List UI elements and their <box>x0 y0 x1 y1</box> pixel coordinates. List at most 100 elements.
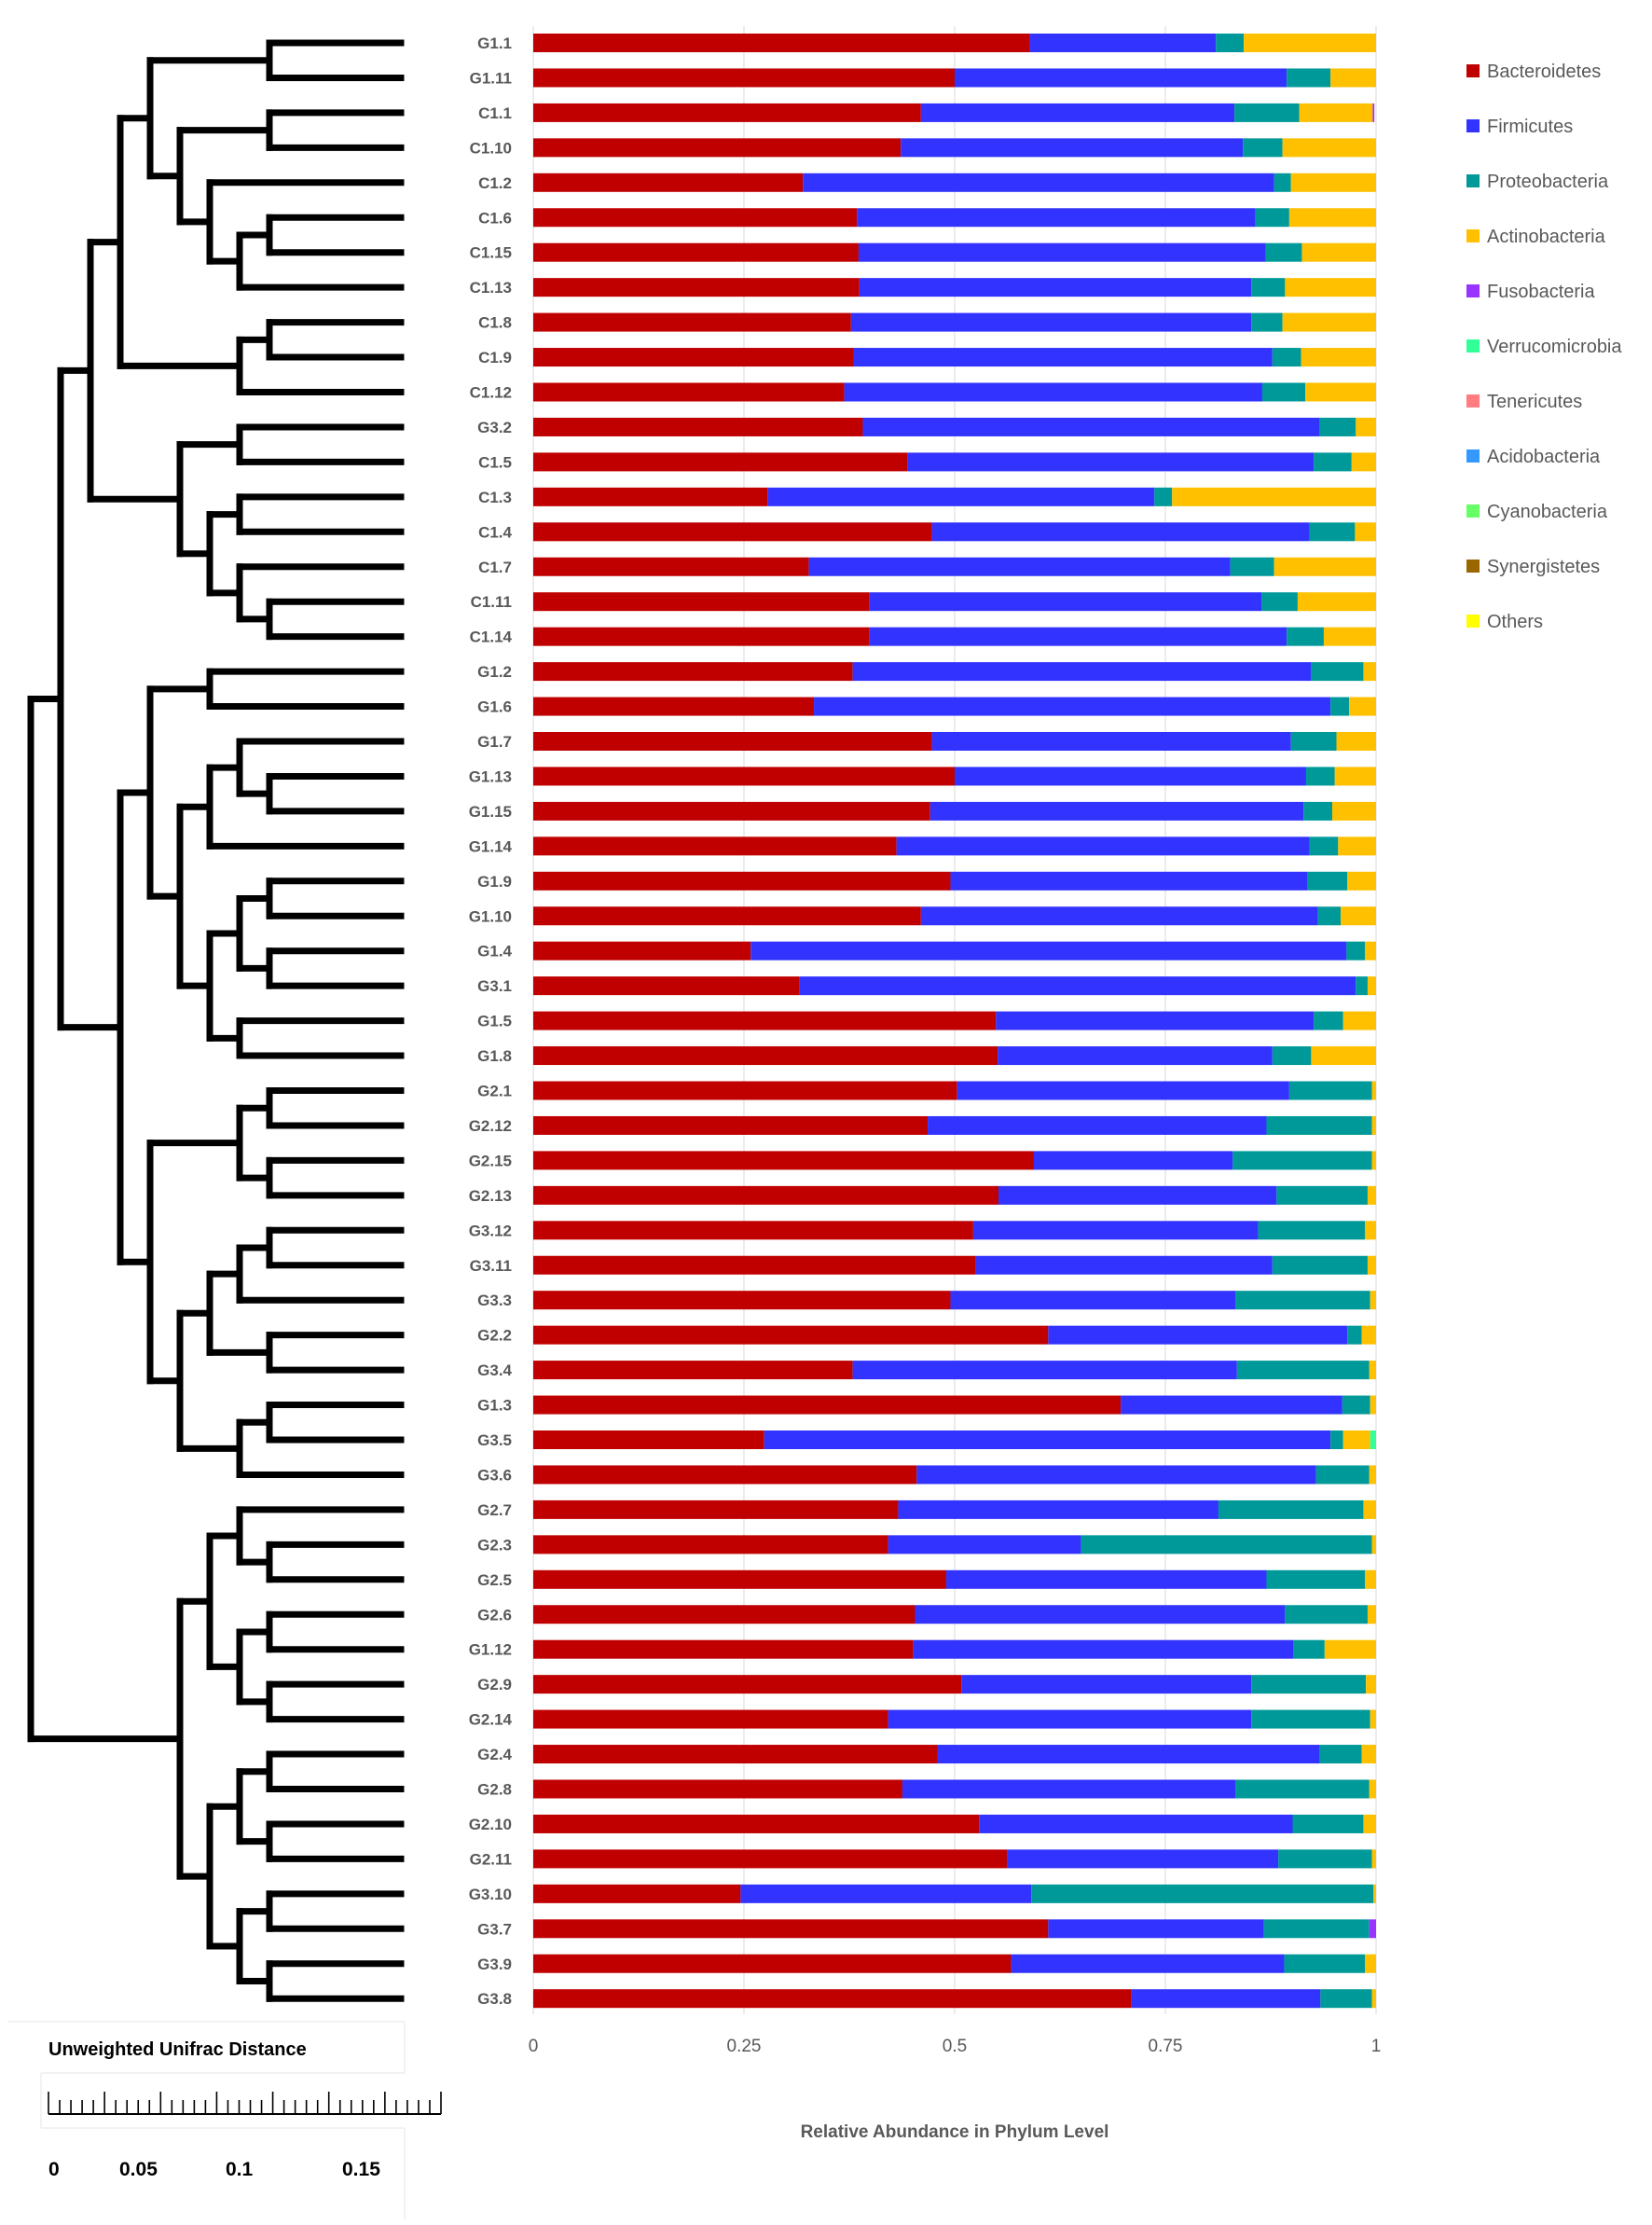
bar-segment-proteobacteria <box>1315 1465 1370 1485</box>
bar-segment-firmicutes <box>902 1779 1236 1799</box>
bar-row <box>533 697 1376 716</box>
bar-segment-proteobacteria <box>1265 242 1302 262</box>
bar-row <box>533 1081 1376 1100</box>
legend-item: Firmicutes <box>1466 117 1573 137</box>
legend-label: Firmicutes <box>1487 117 1573 137</box>
sample-label: G2.7 <box>477 1501 512 1519</box>
bar-segment-firmicutes <box>853 348 1273 367</box>
bar-segment-actinobacteria <box>1361 1745 1376 1764</box>
bar-segment-firmicutes <box>740 1884 1032 1903</box>
scale-title: Unweighted Unifrac Distance <box>48 2039 307 2060</box>
legend-item: Bacteroidetes <box>1466 62 1601 82</box>
bar-segment-proteobacteria <box>1330 697 1350 716</box>
bar-segment-bacteroidetes <box>533 278 860 297</box>
bar-segment-firmicutes <box>913 1639 1294 1659</box>
bar-row <box>533 312 1376 332</box>
bar-segment-firmicutes <box>915 1605 1286 1624</box>
sample-label: G1.13 <box>469 767 512 785</box>
bar-segment-proteobacteria <box>1236 1361 1370 1380</box>
bar-segment-proteobacteria <box>1342 1395 1370 1415</box>
bar-segment-actinobacteria <box>1288 208 1376 228</box>
sample-label: G3.9 <box>477 1956 512 1973</box>
bar-segment-actinobacteria <box>1363 1499 1376 1519</box>
bar-segment-actinobacteria <box>1363 1814 1376 1833</box>
x-tick-label: 0.25 <box>727 2037 762 2056</box>
bar-row <box>533 103 1375 122</box>
bar-segment-bacteroidetes <box>533 1639 914 1659</box>
bar-segment-proteobacteria <box>1330 1430 1343 1449</box>
bar-segment-actinobacteria <box>1361 1325 1376 1345</box>
bar-row <box>533 208 1376 228</box>
bar-segment-firmicutes <box>1033 1151 1233 1170</box>
bar-segment-proteobacteria <box>1290 732 1337 751</box>
bar-segment-proteobacteria <box>1216 34 1245 52</box>
bar-segment-firmicutes <box>1121 1395 1342 1415</box>
bar-segment-actinobacteria <box>1371 1535 1376 1555</box>
bar-segment-firmicutes <box>888 1709 1252 1729</box>
bar-segment-proteobacteria <box>1273 173 1291 192</box>
bar-segment-actinobacteria <box>1347 871 1376 891</box>
bar-segment-actinobacteria <box>1172 487 1376 506</box>
bar-segment-bacteroidetes <box>533 557 809 576</box>
sample-label: G1.1 <box>477 35 512 52</box>
legend-item: Actinobacteria <box>1466 227 1606 247</box>
legend-label: Actinobacteria <box>1487 227 1606 247</box>
bar-segment-bacteroidetes <box>533 941 751 960</box>
legend-item: Cyanobacteria <box>1466 502 1608 522</box>
x-tick-label: 0 <box>529 2037 539 2056</box>
sample-label: G2.15 <box>469 1152 512 1169</box>
bar-segment-proteobacteria <box>1319 1745 1362 1764</box>
bar-row <box>533 871 1376 891</box>
bar-segment-actinobacteria <box>1336 732 1376 751</box>
legend-label: Verrucomicrobia <box>1487 337 1622 357</box>
bar-segment-proteobacteria <box>1234 103 1300 122</box>
bar-segment-actinobacteria <box>1370 1291 1376 1310</box>
sample-label: G1.6 <box>477 698 512 716</box>
bar-segment-actinobacteria <box>1323 627 1376 646</box>
legend-label: Proteobacteria <box>1487 172 1609 192</box>
bar-row <box>533 1185 1376 1205</box>
bar-row <box>533 1605 1376 1624</box>
bar-segment-actinobacteria <box>1331 801 1376 821</box>
bar-row <box>533 242 1376 262</box>
scale-tick-label: 0.15 <box>342 2159 380 2180</box>
sample-label: G2.10 <box>469 1816 512 1833</box>
bar-segment-bacteroidetes <box>533 1779 902 1799</box>
bar-segment-bacteroidetes <box>533 697 815 716</box>
bar-segment-bacteroidetes <box>533 1291 951 1310</box>
bar-segment-actinobacteria <box>1365 1954 1376 1973</box>
bar-segment-bacteroidetes <box>533 1989 1132 2009</box>
bar-row <box>533 382 1376 402</box>
sample-label: C1.10 <box>470 139 512 157</box>
bar-segment-actinobacteria <box>1365 1569 1376 1589</box>
bar-segment-firmicutes <box>1029 34 1217 52</box>
bar-segment-actinobacteria <box>1341 906 1376 926</box>
bar-segment-firmicutes <box>869 592 1262 612</box>
bar-segment-proteobacteria <box>1261 592 1298 612</box>
bar-row <box>533 1919 1376 1939</box>
sample-label: C1.13 <box>470 279 512 297</box>
legend-item: Tenericutes <box>1466 392 1582 412</box>
bar-row <box>533 1499 1376 1519</box>
bar-row <box>533 1954 1376 1973</box>
x-axis-ticks: 0 0.25 0.5 0.75 1 <box>529 2037 1382 2056</box>
bar-segment-bacteroidetes <box>533 68 955 88</box>
legend-swatch <box>1466 174 1480 187</box>
bar-segment-bacteroidetes <box>533 452 908 472</box>
bar-row <box>533 1745 1376 1764</box>
bar-segment-proteobacteria <box>1266 1115 1372 1135</box>
bar-segment-actinobacteria <box>1299 103 1373 122</box>
bar-segment-actinobacteria <box>1369 1465 1376 1485</box>
bar-row <box>533 1255 1376 1275</box>
sample-label: G2.8 <box>477 1781 512 1799</box>
bar-segment-actinobacteria <box>1371 1115 1376 1135</box>
bar-segment-firmicutes <box>955 767 1306 786</box>
bar-segment-firmicutes <box>862 417 1320 436</box>
sample-label: G2.11 <box>470 1850 512 1868</box>
x-tick-label: 1 <box>1371 2037 1382 2056</box>
bar-segment-firmicutes <box>931 522 1310 542</box>
sample-label: C1.8 <box>478 314 512 332</box>
bar-row <box>533 767 1376 786</box>
bar-row <box>533 1814 1376 1833</box>
